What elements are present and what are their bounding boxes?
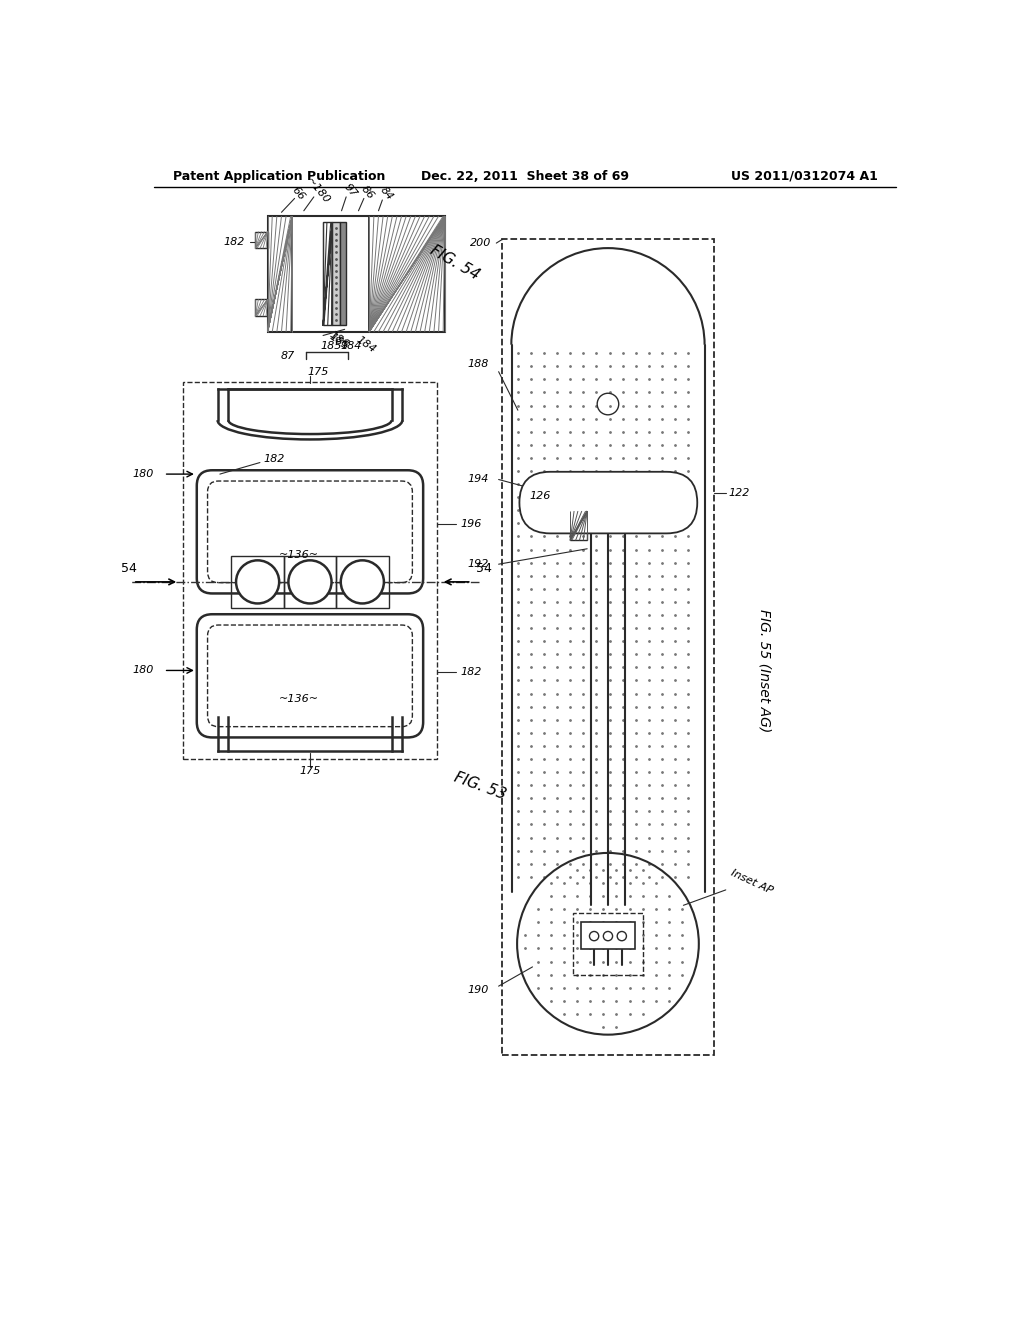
FancyBboxPatch shape (197, 614, 423, 738)
Text: 126: 126 (529, 491, 551, 500)
Text: 185: 185 (319, 342, 341, 351)
Circle shape (237, 561, 280, 603)
Bar (340, 222, 346, 326)
FancyBboxPatch shape (208, 626, 413, 726)
Bar (333, 222, 340, 326)
Text: 180: 180 (132, 469, 154, 479)
Text: 122: 122 (728, 488, 750, 499)
Text: Inset AP: Inset AP (730, 869, 775, 896)
FancyBboxPatch shape (519, 471, 697, 533)
Circle shape (341, 561, 384, 603)
Bar (370, 216, 444, 331)
Text: FIG. 54: FIG. 54 (427, 243, 481, 282)
Text: FIG. 55 (Inset AG): FIG. 55 (Inset AG) (758, 609, 771, 733)
Bar (503, 239, 714, 1056)
Text: 87: 87 (281, 351, 295, 360)
Text: 180: 180 (132, 665, 154, 676)
Text: 66: 66 (290, 185, 307, 202)
Circle shape (289, 561, 332, 603)
Text: 54: 54 (475, 561, 492, 574)
Text: Patent Application Publication: Patent Application Publication (173, 169, 385, 182)
Text: 175: 175 (299, 766, 321, 776)
Bar (292, 216, 370, 331)
Text: 175: 175 (307, 367, 329, 378)
Bar (267, 216, 444, 331)
Text: 185: 185 (327, 331, 350, 352)
Text: 184: 184 (341, 342, 362, 351)
Text: 184: 184 (354, 334, 377, 355)
Text: 182: 182 (223, 236, 245, 247)
Text: ~136~: ~136~ (279, 694, 318, 704)
Text: ~136~: ~136~ (279, 550, 318, 560)
Text: ~180: ~180 (304, 176, 332, 206)
Text: 190: 190 (467, 985, 488, 995)
Bar (231, 556, 284, 609)
Bar (323, 222, 333, 326)
Bar (284, 556, 336, 609)
Bar (267, 216, 292, 331)
Text: 86: 86 (359, 183, 376, 201)
Bar (336, 556, 388, 609)
Bar (255, 300, 267, 317)
Bar (573, 913, 643, 974)
Bar (183, 381, 437, 759)
Text: 84: 84 (378, 185, 394, 202)
FancyBboxPatch shape (197, 470, 423, 594)
Text: US 2011/0312074 A1: US 2011/0312074 A1 (730, 169, 878, 182)
Text: FIG. 53: FIG. 53 (453, 770, 509, 803)
Bar (570, 511, 587, 540)
Text: 54: 54 (121, 561, 137, 574)
Text: 182: 182 (460, 667, 481, 677)
Text: 97: 97 (342, 182, 358, 199)
Text: 186: 186 (327, 329, 350, 350)
Text: Dec. 22, 2011  Sheet 38 of 69: Dec. 22, 2011 Sheet 38 of 69 (421, 169, 629, 182)
Text: 196: 196 (460, 519, 481, 529)
Text: 182: 182 (264, 454, 285, 463)
Bar (255, 231, 267, 248)
Text: 188: 188 (467, 359, 488, 370)
FancyBboxPatch shape (208, 480, 413, 582)
Text: 194: 194 (467, 474, 488, 484)
Bar (581, 923, 635, 949)
Text: 192: 192 (467, 560, 488, 569)
Text: 200: 200 (470, 238, 490, 248)
